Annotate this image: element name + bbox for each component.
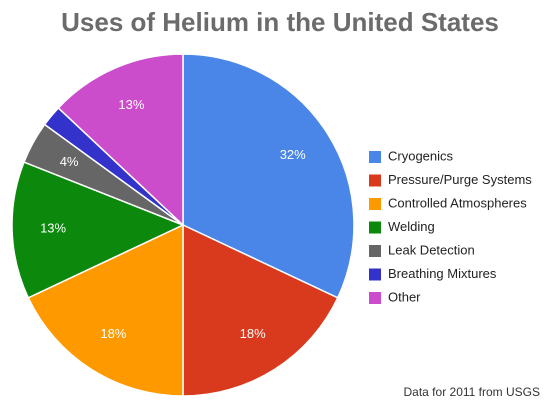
slice-label: 13% (40, 221, 66, 236)
legend-label: Leak Detection (388, 242, 475, 257)
legend-swatch (369, 151, 381, 163)
legend-label: Controlled Atmospheres (388, 195, 527, 210)
pie-slice (182, 53, 355, 299)
source-note: Data for 2011 from USGS (404, 385, 541, 399)
legend-label: Other (388, 289, 421, 304)
pie-slice (57, 53, 184, 227)
legend-swatch (369, 174, 381, 187)
legend-swatch (369, 221, 381, 234)
legend-swatch (369, 198, 381, 210)
legend-label: Pressure/Purge Systems (388, 172, 532, 187)
chart-title: Uses of Helium in the United States (61, 7, 499, 37)
legend-label: Welding (388, 219, 435, 234)
pie-slice (11, 161, 185, 299)
legend-label: Breathing Mixtures (388, 266, 497, 281)
legend-swatch (369, 268, 381, 281)
slice-label: 32% (280, 147, 306, 162)
pie-slice (182, 223, 339, 397)
legend-swatch (369, 245, 381, 257)
slice-label: 18% (100, 326, 126, 341)
pie-slice (27, 223, 184, 397)
slice-label: 18% (240, 326, 266, 341)
legend-swatch (369, 292, 381, 304)
slice-label: 13% (118, 97, 144, 112)
legend-label: Cryogenics (388, 148, 454, 163)
slice-label: 4% (60, 154, 79, 169)
